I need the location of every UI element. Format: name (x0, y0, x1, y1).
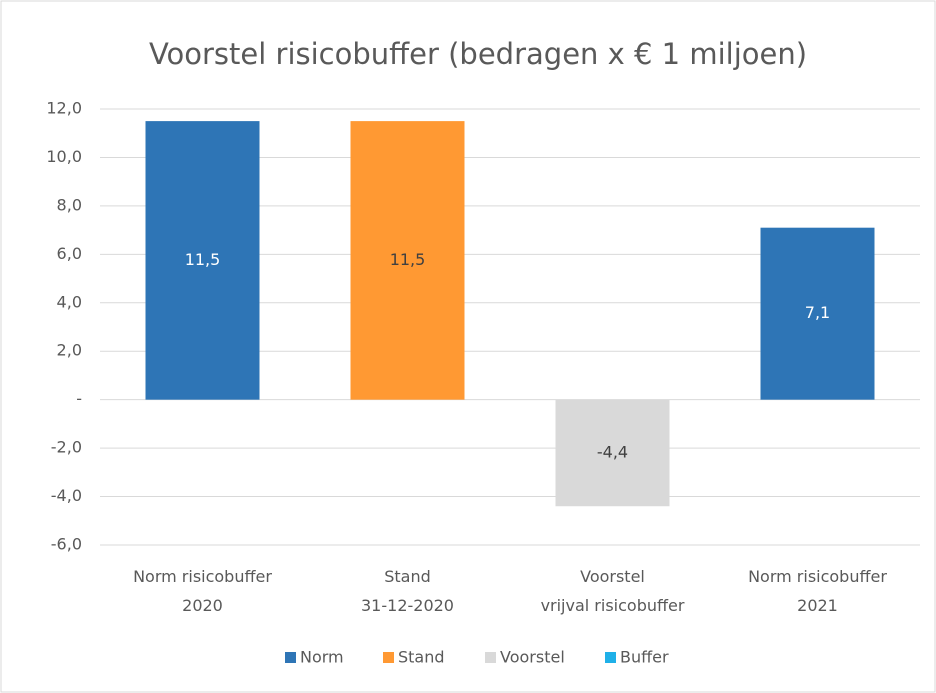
y-tick-label: 4,0 (57, 292, 82, 311)
legend-label: Buffer (620, 648, 669, 667)
bar (555, 399, 670, 507)
data-label: 11,5 (390, 250, 426, 269)
legend-swatch (285, 652, 296, 663)
legend-label: Stand (398, 648, 445, 667)
y-tick-label: -6,0 (51, 535, 82, 554)
legend-swatch (383, 652, 394, 663)
chart-title: Voorstel risicobuffer (bedragen x € 1 mi… (149, 37, 807, 71)
data-label: 11,5 (185, 250, 221, 269)
legend-label: Voorstel (500, 648, 565, 667)
y-tick-label: 6,0 (57, 244, 82, 263)
y-tick-label: -2,0 (51, 438, 82, 457)
data-label: 7,1 (805, 303, 830, 322)
y-tick-label: 10,0 (46, 147, 82, 166)
x-tick-label: Voorstel vrijval risicobuffer (541, 567, 685, 615)
bar (760, 227, 875, 400)
legend-swatch (605, 652, 616, 663)
x-tick-label: Norm risicobuffer 2020 (133, 567, 272, 615)
y-tick-label: 8,0 (57, 195, 82, 214)
legend-swatch (485, 652, 496, 663)
data-label: -4,4 (597, 442, 628, 461)
x-tick-label: Norm risicobuffer 2021 (748, 567, 887, 615)
y-tick-label: - (76, 389, 82, 408)
x-tick-label: Stand 31-12-2020 (361, 567, 454, 615)
y-tick-label: 12,0 (46, 99, 82, 118)
bar (350, 121, 465, 400)
legend-label: Norm (300, 648, 344, 667)
y-tick-label: 2,0 (57, 341, 82, 360)
y-tick-label: -4,0 (51, 486, 82, 505)
bar (145, 121, 260, 400)
